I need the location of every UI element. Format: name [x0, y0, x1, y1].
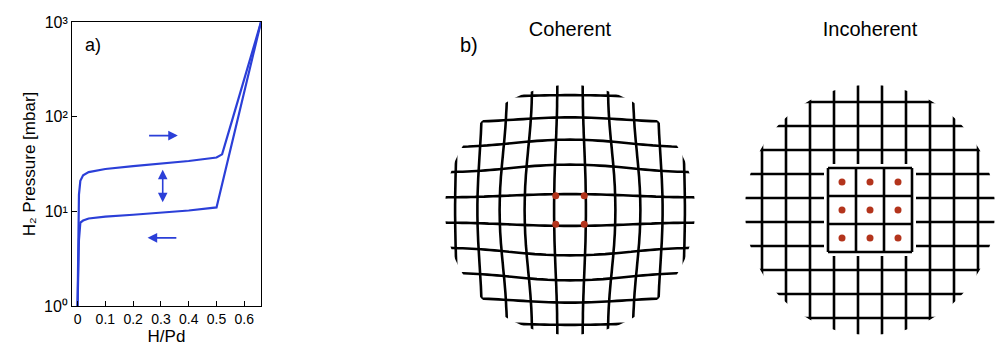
svg-text:0.4: 0.4 [179, 311, 199, 327]
svg-text:H₂ Pressure [mbar]: H₂ Pressure [mbar] [20, 92, 39, 237]
svg-text:10¹: 10¹ [45, 203, 68, 220]
svg-text:10⁰: 10⁰ [44, 298, 68, 315]
svg-text:0.5: 0.5 [207, 311, 227, 327]
svg-text:0: 0 [74, 311, 82, 327]
svg-text:Incoherent: Incoherent [823, 18, 918, 40]
svg-text:0.3: 0.3 [151, 311, 171, 327]
svg-text:Coherent: Coherent [529, 18, 612, 40]
svg-text:10²: 10² [45, 108, 69, 125]
svg-text:b): b) [460, 34, 478, 56]
svg-text:0.6: 0.6 [235, 311, 255, 327]
svg-text:H/Pd: H/Pd [148, 327, 186, 346]
svg-text:0.1: 0.1 [96, 311, 116, 327]
svg-text:10³: 10³ [45, 14, 69, 31]
svg-text:a): a) [85, 35, 101, 55]
svg-text:0.2: 0.2 [123, 311, 143, 327]
